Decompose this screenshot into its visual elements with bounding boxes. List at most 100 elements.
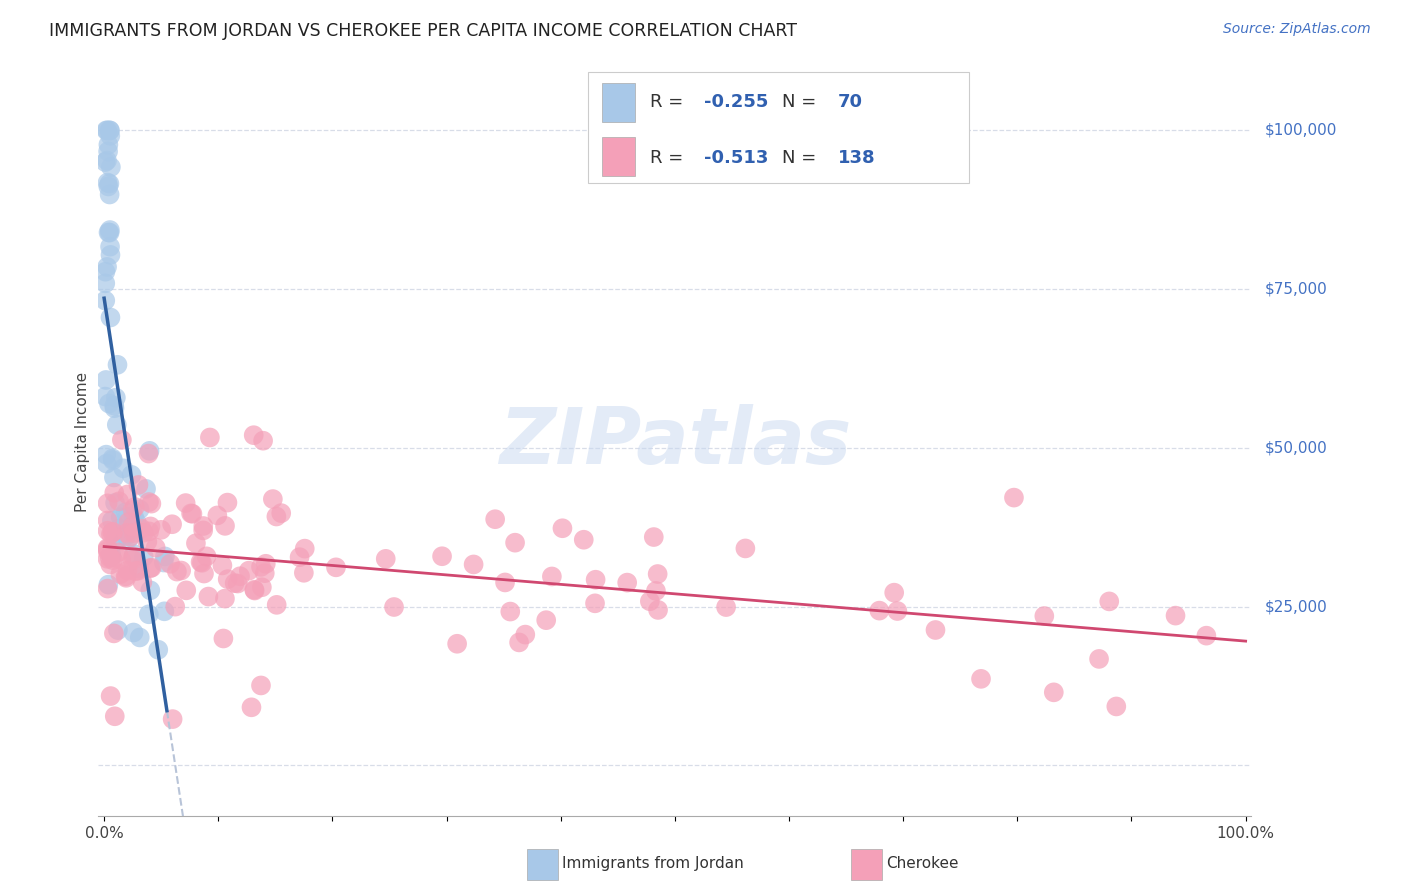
Point	[97, 137, 120, 152]
Point	[108, 522, 131, 536]
Point	[181, 507, 204, 521]
Point	[98, 123, 121, 137]
Point	[616, 575, 638, 590]
Point	[94, 265, 117, 279]
Point	[98, 226, 121, 240]
Point	[120, 530, 142, 544]
Point	[98, 240, 121, 254]
Point	[138, 443, 160, 458]
Point	[103, 401, 125, 416]
Point	[97, 226, 120, 240]
Point	[924, 623, 946, 637]
Point	[184, 536, 207, 550]
Point	[98, 128, 121, 143]
Point	[121, 503, 143, 517]
Point	[499, 605, 522, 619]
Point	[117, 564, 139, 578]
Point	[104, 496, 127, 510]
Point	[238, 564, 260, 578]
Point	[1002, 491, 1025, 505]
Point	[101, 514, 124, 528]
Point	[647, 603, 669, 617]
Text: -0.255: -0.255	[704, 93, 768, 112]
Point	[125, 516, 148, 530]
Point	[97, 179, 120, 194]
Point	[103, 485, 125, 500]
Point	[714, 600, 737, 615]
Point	[374, 552, 396, 566]
Point	[197, 590, 219, 604]
Point	[117, 487, 139, 501]
Point	[193, 524, 215, 538]
Point	[207, 508, 229, 523]
Text: $25,000: $25,000	[1265, 599, 1329, 614]
Point	[243, 583, 266, 598]
Point	[128, 631, 150, 645]
Point	[294, 541, 316, 556]
Point	[122, 510, 145, 524]
Point	[97, 577, 120, 591]
Point	[515, 627, 537, 641]
FancyBboxPatch shape	[589, 72, 969, 183]
Point	[105, 529, 128, 543]
Point	[262, 492, 284, 507]
Point	[1042, 685, 1064, 699]
Point	[122, 526, 145, 541]
Point	[107, 623, 129, 637]
Point	[1088, 652, 1111, 666]
Point	[96, 542, 118, 557]
Point	[117, 532, 139, 546]
Point	[229, 569, 252, 583]
Text: $100,000: $100,000	[1265, 123, 1337, 138]
Text: ZIPatlas: ZIPatlas	[499, 403, 851, 480]
Point	[124, 564, 146, 578]
Point	[121, 467, 143, 482]
Point	[214, 591, 236, 606]
Point	[115, 529, 138, 543]
Point	[101, 525, 124, 540]
Point	[139, 561, 162, 575]
Point	[190, 555, 212, 569]
Point	[128, 502, 150, 516]
Point	[111, 433, 134, 447]
Point	[110, 567, 132, 582]
Point	[153, 604, 176, 618]
Point	[131, 575, 153, 590]
Point	[96, 552, 118, 566]
Point	[117, 515, 139, 529]
Point	[270, 506, 292, 520]
Point	[734, 541, 756, 556]
Point	[153, 549, 176, 564]
Point	[96, 260, 118, 274]
Point	[583, 596, 606, 610]
Point	[160, 517, 183, 532]
Point	[98, 396, 121, 410]
Point	[105, 417, 128, 432]
Point	[127, 564, 149, 578]
Point	[100, 549, 122, 564]
Point	[446, 637, 468, 651]
Point	[572, 533, 595, 547]
Text: N =: N =	[782, 93, 823, 112]
Point	[166, 565, 188, 579]
Point	[174, 583, 197, 598]
Point	[94, 293, 117, 308]
Point	[98, 558, 121, 572]
Point	[100, 310, 122, 325]
Point	[96, 524, 118, 538]
Point	[131, 522, 153, 536]
Point	[250, 678, 273, 692]
Text: 138: 138	[838, 149, 875, 167]
Text: Cherokee: Cherokee	[886, 856, 959, 871]
Point	[159, 557, 181, 571]
Point	[96, 153, 118, 168]
Point	[104, 709, 127, 723]
Point	[115, 528, 138, 542]
Point	[645, 583, 668, 598]
Point	[165, 599, 187, 614]
Point	[484, 512, 506, 526]
Point	[103, 470, 125, 484]
Text: $75,000: $75,000	[1265, 282, 1329, 297]
Point	[162, 712, 184, 726]
Point	[139, 519, 162, 533]
